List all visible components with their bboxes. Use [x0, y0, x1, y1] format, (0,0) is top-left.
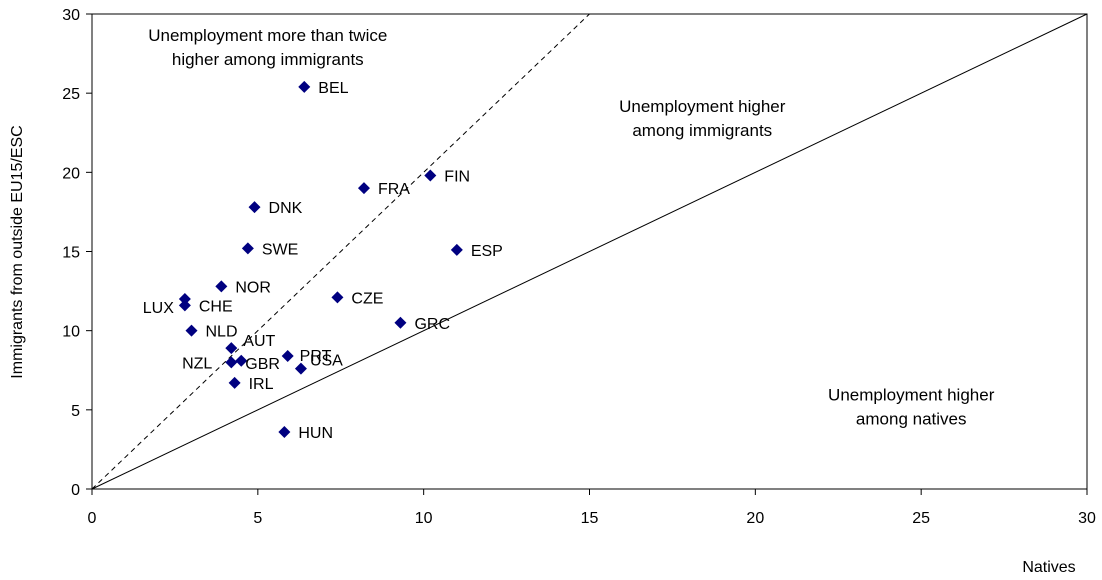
- data-point-nor: [215, 280, 228, 293]
- data-label-fin: FIN: [444, 169, 470, 186]
- data-point-usa: [294, 362, 307, 375]
- data-point-gbr: [235, 354, 248, 367]
- reference-line-0: [91, 13, 1088, 490]
- data-label-bel: BEL: [318, 80, 348, 97]
- data-point-nzl: [225, 356, 238, 369]
- data-label-nor: NOR: [235, 279, 271, 296]
- y-tick-label: 0: [71, 482, 80, 499]
- x-tick-label: 30: [1078, 510, 1096, 527]
- data-label-dnk: DNK: [269, 200, 303, 217]
- data-label-swe: SWE: [262, 241, 298, 258]
- x-axis-label: Natives: [1022, 559, 1075, 576]
- reference-line-1: [91, 13, 590, 490]
- data-label-irl: IRL: [249, 376, 274, 393]
- data-label-usa: USA: [310, 353, 343, 370]
- data-label-gbr: GBR: [245, 356, 280, 373]
- data-label-fra: FRA: [378, 181, 410, 198]
- data-point-hun: [278, 426, 291, 438]
- x-tick-label: 15: [581, 510, 599, 527]
- data-label-prt: PRT: [300, 348, 332, 365]
- x-tick-label: 5: [253, 510, 262, 527]
- y-axis-label: Immigrants from outside EU15/ESC: [9, 125, 26, 378]
- data-point-fra: [357, 182, 370, 195]
- annotation-text-1: Unemployment higher: [619, 97, 786, 116]
- data-label-nld: NLD: [206, 324, 238, 341]
- data-point-dnk: [248, 201, 261, 214]
- data-label-che: CHE: [199, 298, 233, 315]
- data-label-esp: ESP: [471, 243, 503, 260]
- y-tick-label: 30: [62, 7, 80, 24]
- data-label-hun: HUN: [298, 425, 333, 442]
- data-label-nzl: NZL: [182, 355, 212, 372]
- data-label-aut: AUT: [243, 333, 275, 350]
- y-tick-label: 5: [71, 403, 80, 420]
- data-label-cze: CZE: [351, 290, 383, 307]
- x-tick-label: 20: [746, 510, 764, 527]
- data-point-irl: [228, 376, 241, 389]
- data-point-grc: [394, 316, 407, 329]
- data-point-esp: [450, 243, 463, 256]
- x-tick-label: 25: [912, 510, 930, 527]
- annotation-text-1: among immigrants: [632, 121, 772, 140]
- data-point-nld: [185, 324, 198, 337]
- y-tick-label: 20: [62, 165, 80, 182]
- x-tick-label: 0: [88, 510, 97, 527]
- data-label-lux: LUX: [143, 300, 174, 317]
- data-point-che: [178, 299, 191, 312]
- y-tick-label: 25: [62, 86, 80, 103]
- plot-area: 0 5 10 15 20 25 30 0 5 10 15 20 25 30 Unemployment mor…: [62, 7, 1096, 527]
- y-tick-label: 10: [62, 324, 80, 341]
- annotation-text-2: among natives: [856, 409, 967, 428]
- data-point-fin: [424, 169, 437, 182]
- data-point-aut: [225, 342, 238, 355]
- annotation-text-0: Unemployment more than twice: [148, 26, 387, 45]
- data-point-bel: [298, 80, 311, 93]
- x-tick-label: 10: [415, 510, 433, 527]
- data-point-prt: [281, 350, 294, 362]
- data-point-cze: [331, 291, 344, 304]
- annotation-text-2: Unemployment higher: [828, 385, 995, 404]
- annotation-text-0: higher among immigrants: [172, 50, 364, 69]
- y-tick-label: 15: [62, 245, 80, 262]
- data-point-lux: [178, 293, 191, 305]
- data-label-grc: GRC: [414, 316, 450, 333]
- data-point-swe: [241, 242, 254, 255]
